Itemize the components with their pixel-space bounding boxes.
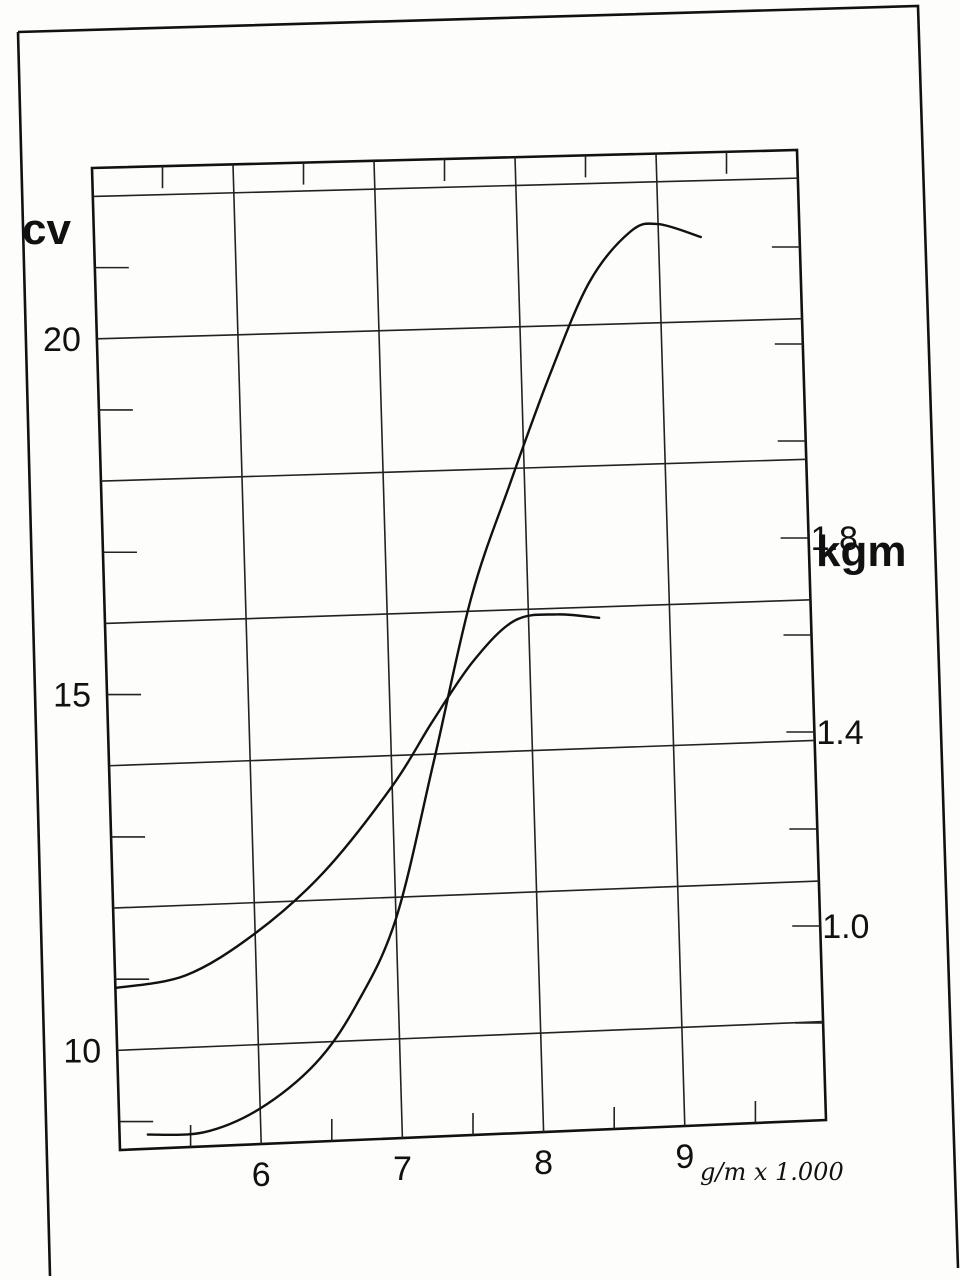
x-axis-unit-label: g/m x 1.000 [700,1158,844,1186]
page-border [17,4,960,1269]
y-left-tick-label: 10 [63,1032,101,1070]
y-left-tick-label: 15 [53,677,91,715]
right-axis-unit-label: kgm [816,527,906,576]
left-axis-unit-label: cv [22,205,71,254]
x-tick-label: 8 [534,1144,553,1182]
chart-labels: 6 7 8 9 10 15 20 1.0 1.4 1.8 [43,321,869,1194]
grid-line-vertical [232,164,262,1145]
grid-line-horizontal [117,1020,824,1052]
x-tick-label: 6 [252,1156,271,1194]
grid-line-vertical [514,157,545,1133]
grid-line-horizontal [92,177,798,198]
grid-line-vertical [655,153,686,1127]
power-curve-cv [146,222,703,1137]
torque-curve-kgm [114,613,601,990]
chart-curves [114,222,703,1137]
grid-line-horizontal [100,458,807,482]
grid-line-horizontal [104,599,811,625]
chart-grid [90,148,828,1152]
plot-frame [90,148,828,1152]
grid-line-horizontal [109,739,815,767]
y-right-tick-label: 1.8 [811,520,858,558]
x-tick-label: 7 [393,1150,412,1188]
x-tick-label: 9 [675,1138,694,1176]
y-right-tick-label: 1.4 [816,714,863,752]
page-border-left [16,31,52,1277]
y-right-tick-label: 1.0 [822,908,869,946]
y-left-tick-label: 20 [43,321,81,359]
chart-ticks [94,151,824,1147]
grid-line-vertical [373,160,404,1139]
grid-line-horizontal [96,317,803,340]
grid-line-horizontal [113,880,819,909]
